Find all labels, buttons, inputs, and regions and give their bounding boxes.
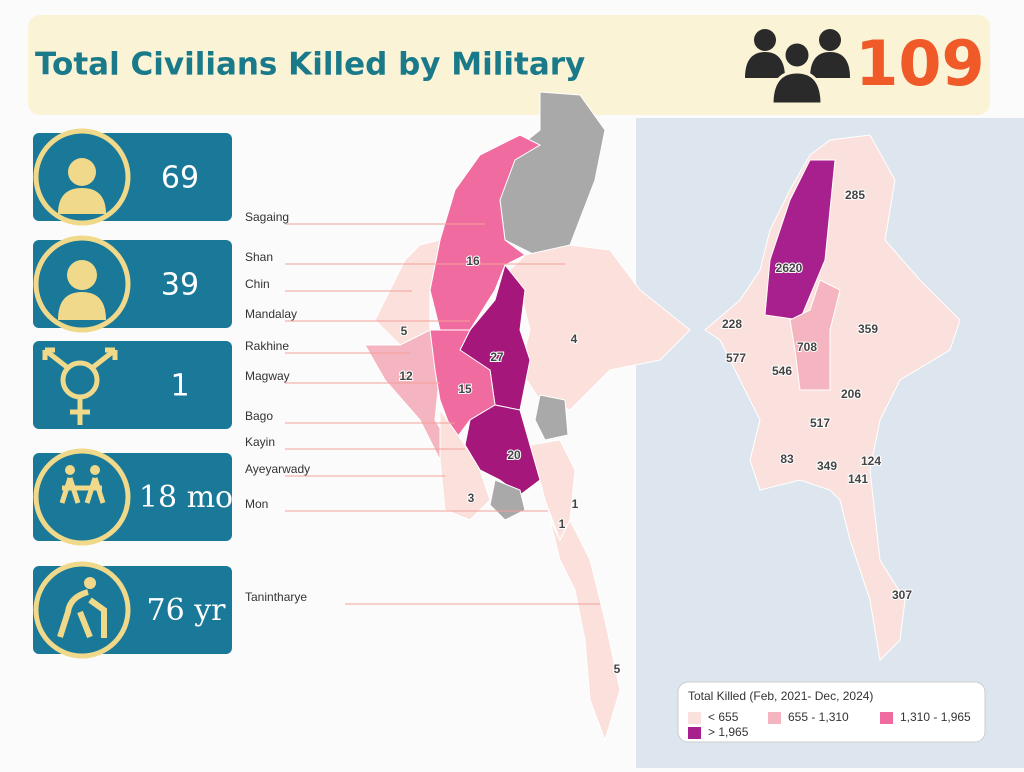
- icon-head: [84, 577, 96, 589]
- legend-label: > 1,965: [708, 725, 749, 739]
- icon-body: [58, 188, 106, 214]
- map-value: 206: [841, 387, 861, 401]
- right-map: [704, 134, 961, 662]
- map-value: 708: [797, 340, 817, 354]
- map-value: 27: [490, 350, 504, 364]
- icon-circle: [33, 128, 131, 226]
- map-value: 5: [401, 324, 408, 338]
- legend-label: 655 - 1,310: [788, 710, 849, 724]
- left-map: [364, 91, 691, 742]
- card-bg: [33, 453, 232, 541]
- map-value: 517: [810, 416, 830, 430]
- map-value: 2620: [776, 261, 803, 275]
- header-band: [28, 15, 990, 115]
- region-label: Rakhine: [245, 339, 289, 353]
- total-count: 109: [855, 27, 984, 100]
- icon-circle: [33, 235, 131, 333]
- stat-value: 69: [161, 161, 199, 196]
- region-label: Magway: [245, 369, 290, 383]
- stat-card: 39: [33, 235, 232, 333]
- map-value: 16: [466, 254, 480, 268]
- map-value: 3: [468, 491, 475, 505]
- icon-elder: [57, 589, 107, 639]
- map-value: 12: [399, 369, 413, 383]
- icon-head: [65, 465, 75, 475]
- icon-circle: [33, 561, 131, 659]
- map-value: 1: [572, 497, 579, 511]
- stat-value: 18 mo: [139, 480, 233, 515]
- region-label: Sagaing: [245, 210, 289, 224]
- legend-label: 1,310 - 1,965: [900, 710, 971, 724]
- region-label: Shan: [245, 250, 273, 264]
- stat-card: 76 yr: [33, 561, 232, 659]
- title: Total Civilians Killed by Military: [35, 47, 585, 83]
- map-value: 546: [772, 364, 792, 378]
- stat-card: 69: [33, 128, 232, 226]
- map-value: 349: [817, 459, 837, 473]
- icon-head: [67, 260, 97, 290]
- icon-body: [58, 292, 106, 320]
- map-value: 359: [858, 322, 878, 336]
- icon-head: [68, 158, 96, 186]
- people-icon: [745, 29, 850, 106]
- map-value: 141: [848, 472, 868, 486]
- stat-value: 76 yr: [147, 593, 227, 628]
- map-value: 4: [571, 332, 578, 346]
- map-value: 15: [458, 382, 472, 396]
- legend-swatch: [688, 712, 701, 724]
- legend-box: [677, 681, 986, 743]
- map-value: 20: [507, 448, 521, 462]
- map-value: 1: [559, 517, 566, 531]
- map-value: 228: [722, 317, 742, 331]
- region-label: Chin: [245, 277, 270, 291]
- card-bg: [33, 566, 232, 654]
- legend-title: Total Killed (Feb, 2021- Dec, 2024): [688, 689, 873, 703]
- legend-swatch: [688, 727, 701, 739]
- map-value: 124: [861, 454, 881, 468]
- legend: Total Killed (Feb, 2021- Dec, 2024) < 65…: [677, 681, 986, 743]
- stat-card: 18 mo: [33, 448, 233, 546]
- legend-label: < 655: [708, 710, 739, 724]
- region-label: Tanintharye: [245, 590, 307, 604]
- stat-card: 1: [33, 341, 232, 429]
- map-value: 285: [845, 188, 865, 202]
- legend-swatch: [768, 712, 781, 724]
- region-label: Kayin: [245, 435, 275, 449]
- map-value: 307: [892, 588, 912, 602]
- map-value: 5: [614, 662, 621, 676]
- stat-value: 1: [170, 369, 189, 404]
- region-label: Ayeyarwady: [245, 462, 310, 476]
- icon-strokes: [42, 347, 118, 425]
- stat-value: 39: [161, 268, 199, 303]
- region-label: Mon: [245, 497, 268, 511]
- legend-swatch: [880, 712, 893, 724]
- map-value: 577: [726, 351, 746, 365]
- map-value: 83: [780, 452, 794, 466]
- region-label: Bago: [245, 409, 273, 423]
- icon-walkers: [59, 477, 106, 504]
- region-label: Mandalay: [245, 307, 297, 321]
- icon-circle: [33, 448, 131, 546]
- icon-head: [90, 465, 100, 475]
